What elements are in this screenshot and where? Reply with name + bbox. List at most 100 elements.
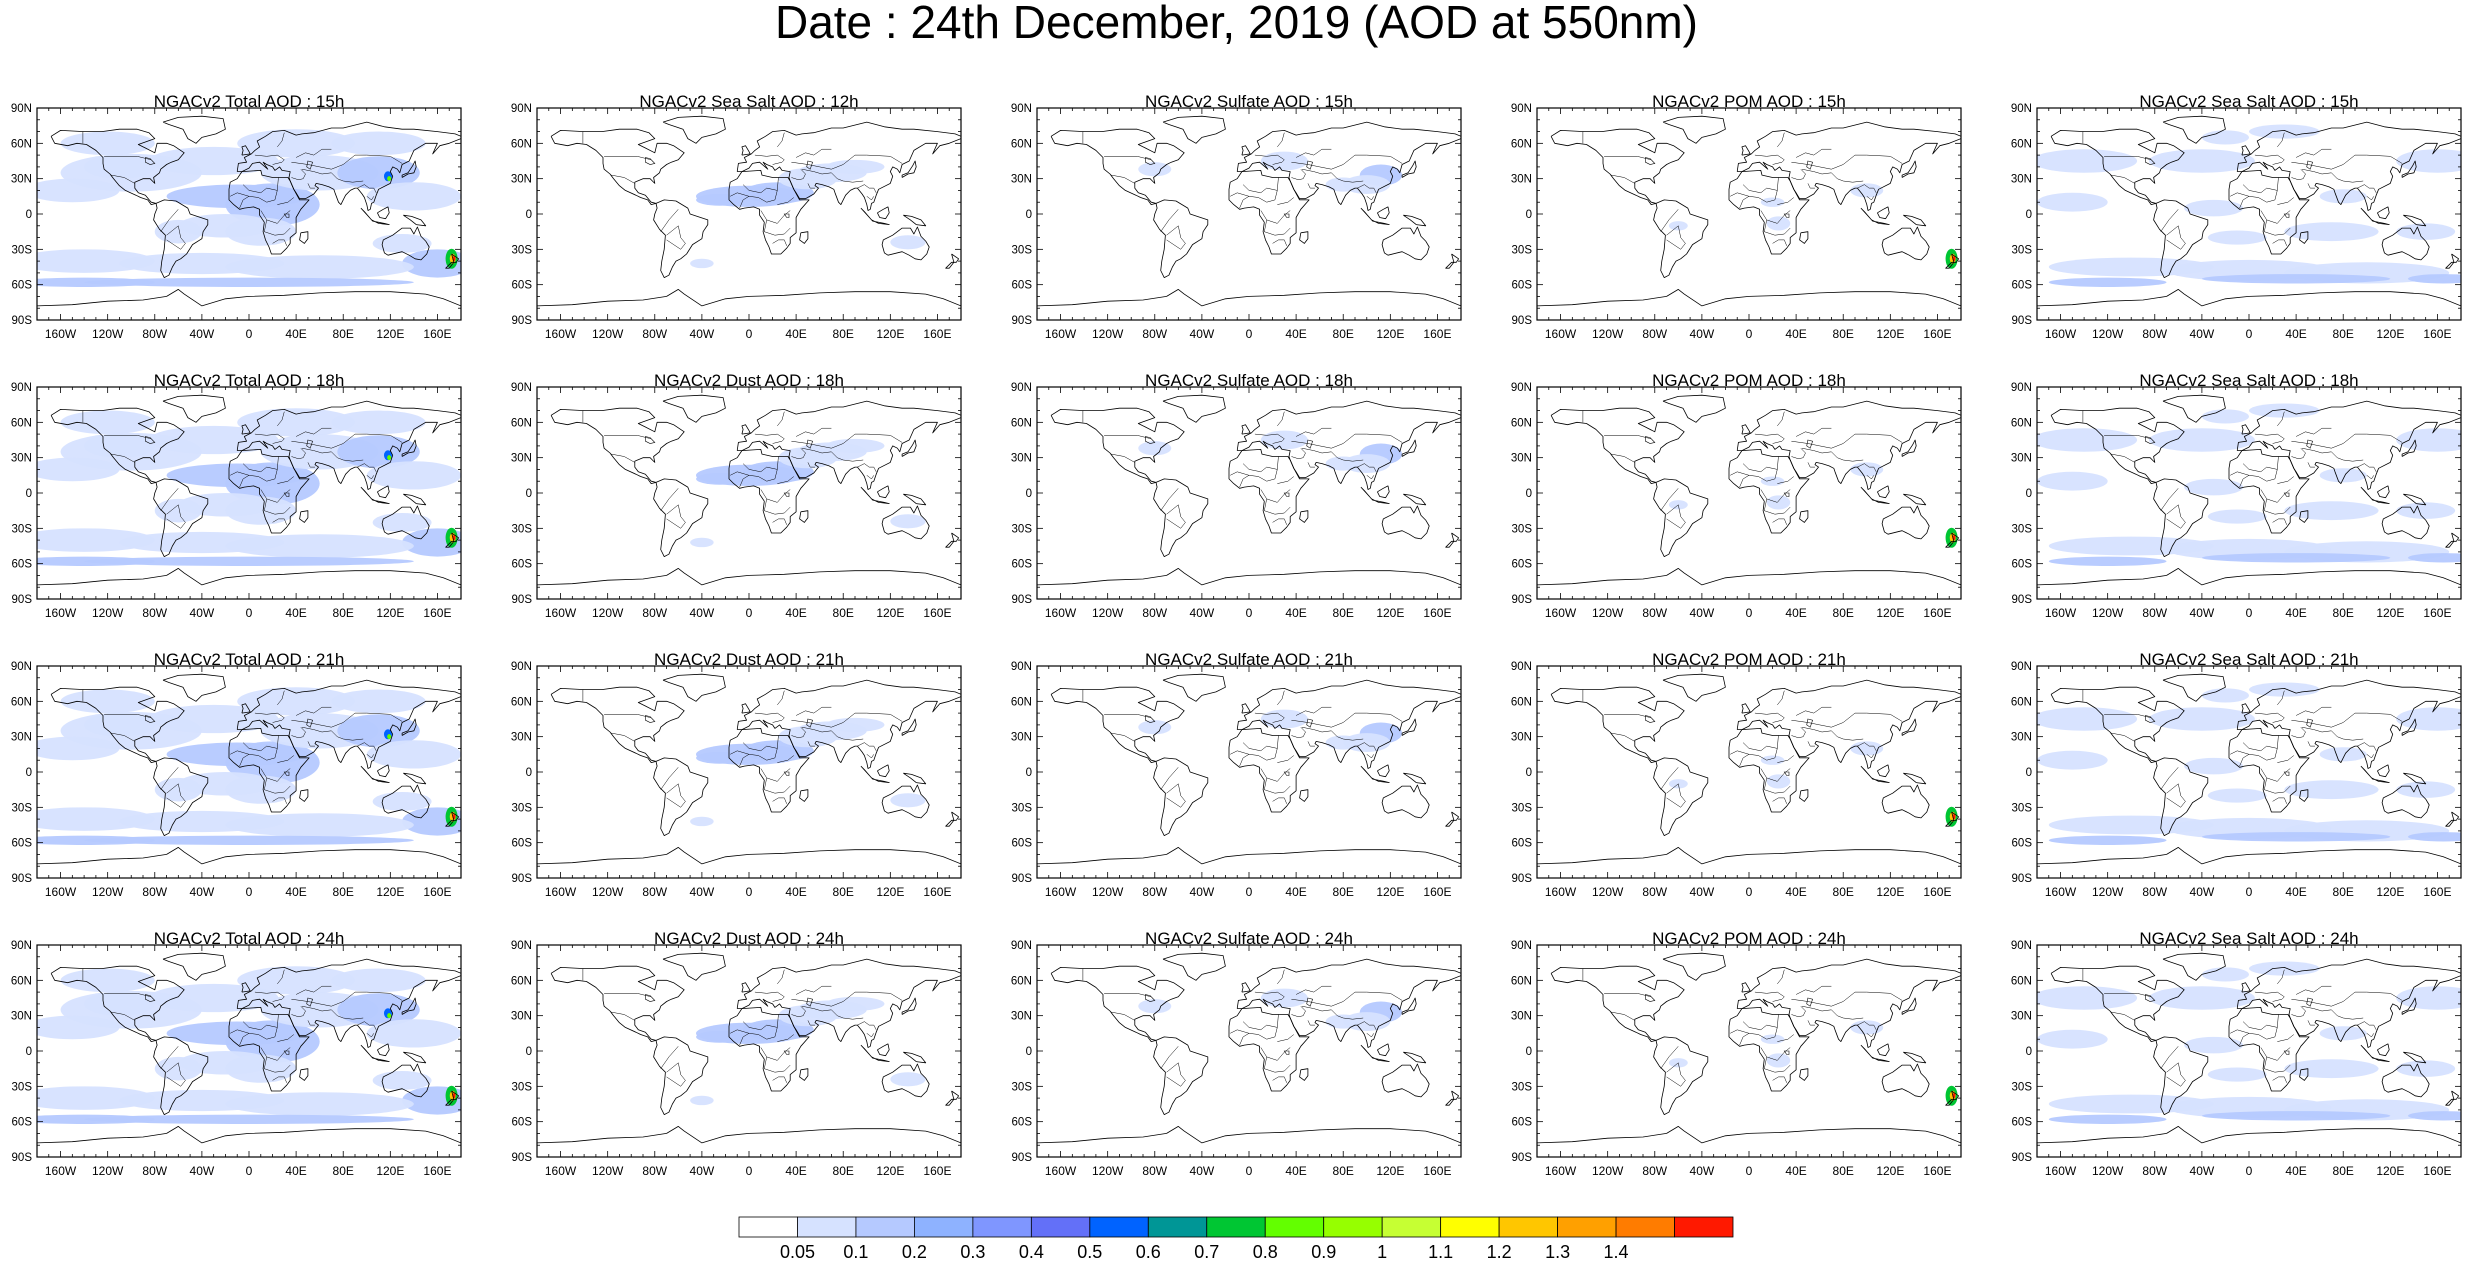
- country-borders: [82, 689, 403, 808]
- country-border: [277, 132, 285, 148]
- lon-tick-label: 160E: [923, 1164, 951, 1178]
- country-border: [1772, 518, 1787, 525]
- coastline-uk: [241, 424, 251, 435]
- lon-tick-label: 120W: [2092, 606, 2124, 620]
- lake-outline: [306, 160, 313, 170]
- coastlines: [537, 673, 961, 865]
- colorbar-swatch: [1323, 1216, 1383, 1238]
- country-border: [1104, 714, 1152, 719]
- lon-tick-label: 0: [1746, 606, 1753, 620]
- country-border: [795, 706, 832, 716]
- coastlines: [537, 952, 961, 1144]
- aod-region: [331, 131, 426, 156]
- coastline-new-guinea: [1903, 214, 1927, 227]
- country-border: [1301, 447, 1364, 462]
- coastline-africa: [728, 170, 810, 255]
- country-border: [2104, 993, 2152, 998]
- country-border: [166, 225, 186, 250]
- lake-outline: [2306, 997, 2313, 1007]
- aod-region: [1850, 183, 1884, 198]
- country-border: [795, 427, 832, 437]
- lon-tick-label: 80W: [142, 885, 167, 899]
- country-border: [1777, 1034, 1794, 1042]
- lon-tick-label: 120W: [1092, 606, 1124, 620]
- coastlines: [2037, 673, 2461, 865]
- country-border: [1239, 735, 1279, 767]
- aod-region: [2201, 553, 2391, 563]
- aod-region: [37, 1015, 120, 1040]
- lat-tick-label: 90S: [2012, 1152, 2033, 1164]
- map-panel: NGACv2 POM AOD : 18h 90N 60N 30N 0 30S 60S 90S 1…: [1500, 371, 2000, 647]
- coastline-indonesia: [860, 486, 890, 504]
- aod-hotspot: [387, 734, 392, 740]
- aod-region: [2408, 832, 2461, 842]
- coastline-australia: [381, 226, 430, 261]
- country-borders: [1582, 968, 1903, 1087]
- lat-tick-label: 90N: [1011, 940, 1032, 952]
- country-border: [1230, 192, 1250, 197]
- aod-region: [690, 1095, 714, 1106]
- coastline-south-america: [653, 199, 709, 279]
- lon-tick-label: 160W: [2045, 606, 2077, 620]
- country-border: [2260, 768, 2291, 782]
- lat-tick-label: 30S: [12, 1081, 33, 1093]
- country-border: [730, 192, 750, 197]
- coastline-africa: [1728, 1007, 1810, 1092]
- aod-region: [366, 461, 461, 490]
- map-panel: NGACv2 POM AOD : 21h 90N 60N 30N 0 30S 60S 90S 1…: [1500, 650, 2000, 926]
- lon-tick-label: 160E: [423, 327, 451, 341]
- lat-tick-label: 30S: [1512, 244, 1533, 256]
- country-border: [777, 197, 794, 205]
- colorbar-label: 1.2: [1487, 1242, 1512, 1260]
- country-border: [1772, 1076, 1787, 1083]
- aod-region: [2249, 682, 2320, 697]
- lon-tick-label: 160W: [45, 327, 77, 341]
- lat-tick-label: 0: [526, 209, 532, 221]
- panel-title: NGACv2 Total AOD : 24h: [153, 929, 345, 948]
- coastline-australia: [881, 226, 930, 261]
- coastline-eurasia: [236, 400, 461, 490]
- country-border: [742, 184, 778, 194]
- coastline-borneo: [377, 206, 390, 220]
- country-border: [242, 742, 278, 752]
- coastline-borneo: [2377, 764, 2390, 778]
- aod-region: [225, 813, 414, 837]
- lat-tick-label: 90N: [511, 382, 532, 394]
- country-borders: [2082, 410, 2403, 529]
- lat-tick-label: 90S: [512, 315, 533, 327]
- country-border: [1604, 993, 1652, 998]
- lake-outline: [806, 439, 813, 449]
- country-border: [1739, 456, 1779, 488]
- country-border: [277, 755, 294, 763]
- aod-region: [2396, 1060, 2456, 1077]
- coastline-north-america: [1050, 686, 1185, 763]
- coastline-eurasia: [1736, 958, 1961, 1048]
- lon-tick-label: 120E: [2376, 885, 2404, 899]
- coastline-antarctica: [2037, 567, 2461, 586]
- aod-region: [1760, 476, 1785, 486]
- lon-tick-label: 40W: [190, 885, 215, 899]
- country-border: [104, 435, 152, 440]
- lon-tick-label: 0: [2246, 327, 2253, 341]
- aod-region: [2148, 986, 2255, 1010]
- lat-tick-label: 0: [1026, 209, 1032, 221]
- world-map: 90N 60N 30N 0 30S 60S 90S 160W 120W 80W 40W 0 40E 80E…: [11, 382, 462, 620]
- lat-tick-label: 30N: [1011, 453, 1032, 465]
- lat-tick-label: 90S: [1012, 315, 1033, 327]
- lon-tick-label: 160W: [1045, 327, 1077, 341]
- coastline-greenland: [2162, 394, 2226, 423]
- lake-outline: [2306, 718, 2313, 728]
- lon-tick-label: 0: [746, 1164, 753, 1178]
- figure-title: Date : 24th December, 2019 (AOD at 550nm…: [774, 0, 1699, 48]
- lon-tick-label: 160E: [1923, 885, 1951, 899]
- aod-region: [366, 182, 461, 211]
- lon-tick-label: 40W: [690, 1164, 715, 1178]
- colorbar-swatch: [1557, 1216, 1617, 1238]
- lon-tick-label: 160W: [1045, 1164, 1077, 1178]
- lon-tick-label: 80W: [1142, 1164, 1167, 1178]
- coastline-new-zealand: [1945, 1090, 1960, 1106]
- lat-tick-label: 90S: [512, 594, 533, 606]
- map-panel: NGACv2 Sulfate AOD : 15h 90N 60N 30N 0 30S 60S…: [1000, 92, 1500, 368]
- lake-outline: [1783, 771, 1790, 776]
- lon-tick-label: 80E: [2333, 606, 2354, 620]
